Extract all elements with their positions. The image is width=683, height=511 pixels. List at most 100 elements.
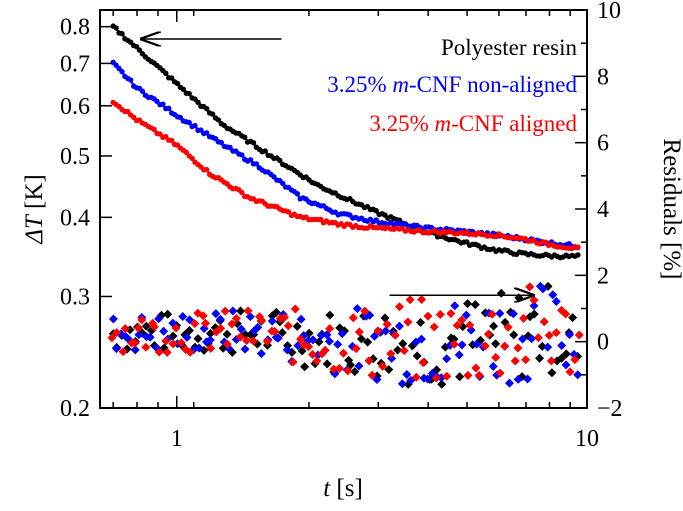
residual-point (130, 338, 140, 348)
residual-point (454, 350, 464, 360)
y-right-tick-label: 8 (597, 64, 609, 90)
residual-point (399, 346, 409, 356)
residual-point (568, 313, 578, 323)
residual-point (457, 315, 467, 325)
residual-point (474, 370, 484, 380)
residual-point (548, 290, 558, 300)
y-right-axis-label: Residuals [%] (658, 139, 683, 280)
legend-entry-1: 3.25% m-CNF non-aligned (327, 72, 577, 97)
residual-point (205, 335, 215, 345)
residual-point (491, 352, 501, 362)
residual-point (551, 328, 561, 338)
residual-point (461, 310, 471, 320)
residual-point (288, 357, 298, 367)
residual-point (538, 284, 548, 294)
residual-point (216, 323, 226, 333)
residual-point (178, 311, 188, 321)
data-point (186, 90, 192, 97)
residual-point (354, 327, 364, 337)
residual-point (182, 332, 192, 342)
residual-point (215, 314, 225, 324)
residual-point (529, 295, 539, 305)
residual-point (308, 335, 318, 345)
data-point (262, 148, 268, 154)
residual-point (527, 334, 537, 344)
residual-point (222, 339, 232, 349)
data-point (163, 70, 169, 77)
residual-point (198, 311, 208, 321)
residual-point (171, 323, 181, 333)
residual-point (293, 341, 303, 351)
data-point (151, 126, 157, 132)
residual-point (253, 322, 263, 332)
data-point (280, 180, 286, 186)
residual-point (145, 332, 155, 342)
residual-point (282, 345, 292, 355)
residual-point (384, 365, 394, 375)
residual-point (141, 321, 151, 331)
residual-point (393, 345, 403, 355)
residual-point (154, 314, 164, 324)
data-point (294, 191, 300, 197)
residual-point (470, 300, 480, 310)
residual-point (398, 339, 408, 349)
residual-point (300, 362, 310, 372)
residual-point (133, 323, 143, 333)
residual-point (194, 343, 204, 353)
residual-point (442, 371, 452, 381)
residual-point (257, 315, 267, 325)
residual-point (108, 314, 118, 324)
residual-point (509, 330, 519, 340)
residual-point (363, 337, 373, 347)
data-point (119, 31, 125, 37)
residual-point (193, 334, 203, 344)
residual-point (262, 336, 272, 346)
residual-point (487, 309, 497, 319)
residual-point (243, 306, 253, 316)
residual-point (141, 342, 151, 352)
data-point (250, 140, 257, 146)
residual-point (495, 308, 505, 318)
y-left-tick-label: 0.8 (60, 15, 90, 41)
residual-point (449, 339, 459, 349)
residual-point (240, 344, 250, 354)
y-left-tick-label: 0.5 (60, 144, 90, 170)
y-right-tick-label: 0 (597, 330, 609, 356)
data-point (247, 157, 254, 163)
residual-point (495, 368, 505, 378)
residual-point (431, 373, 441, 383)
data-point (163, 133, 169, 140)
y-right-tick-label: 10 (597, 0, 621, 24)
residual-point (283, 321, 293, 331)
data-point (209, 111, 216, 117)
residual-point (185, 347, 195, 357)
residual-point (201, 318, 211, 328)
residual-point (290, 304, 300, 314)
residual-point (248, 336, 258, 346)
y-right-tick-label: −2 (597, 396, 623, 422)
residual-point (364, 356, 374, 366)
data-point (242, 134, 248, 140)
residual-series-1 (108, 281, 583, 389)
residual-point (518, 334, 528, 344)
residual-point (382, 319, 392, 329)
data-point (160, 101, 166, 107)
residual-point (159, 326, 169, 336)
y-right-tick-label: 2 (597, 263, 609, 289)
data-point (204, 106, 210, 112)
y-left-tick-label: 0.7 (60, 51, 90, 77)
residual-point (279, 312, 289, 322)
data-point (204, 130, 210, 136)
residual-point (573, 370, 583, 380)
residual-point (423, 311, 433, 321)
data-point (189, 155, 195, 161)
residual-point (394, 321, 404, 331)
residual-point (402, 370, 412, 380)
residual-point (356, 334, 366, 344)
x-axis-label: t [s] (323, 475, 363, 502)
residual-point (320, 345, 330, 355)
series-2 (110, 99, 581, 252)
residual-point (483, 329, 493, 339)
residual-point (561, 349, 571, 359)
axis-ticks: 1 10 0.2 0.3 0.4 0.5 0.6 0.7 0.8 −2 0 2 4 6 8 10 (60, 0, 623, 452)
